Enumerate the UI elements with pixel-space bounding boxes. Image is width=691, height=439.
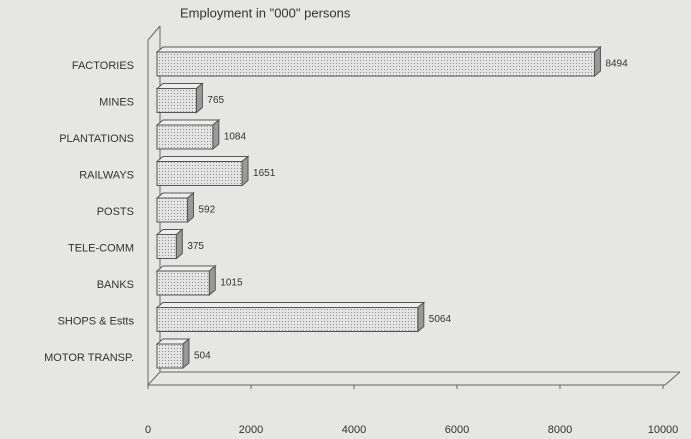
y-tick-label: RAILWAYS — [79, 169, 134, 181]
bar — [155, 118, 221, 151]
bar — [155, 82, 204, 114]
bar-top — [155, 83, 204, 89]
x-tick-label: 6000 — [445, 424, 469, 436]
x-tick-label: 2000 — [239, 424, 263, 436]
y-tick-label: MOTOR TRANSP. — [44, 352, 134, 364]
y-tick-label: POSTS — [97, 206, 134, 218]
value-label: 5064 — [429, 314, 452, 325]
value-label: 375 — [187, 241, 204, 252]
value-label: 1651 — [253, 168, 276, 179]
bar-front — [156, 343, 184, 369]
bar-side — [241, 155, 249, 187]
value-label: 765 — [207, 95, 224, 106]
x-tick-label: 8000 — [548, 424, 572, 436]
bar-top — [155, 119, 221, 126]
bar-side — [593, 45, 601, 78]
bar-side — [195, 82, 203, 114]
bar-top — [155, 46, 602, 53]
bar-front — [156, 234, 177, 259]
bar-side — [186, 191, 194, 224]
y-tick-label: SHOPS & Estts — [58, 315, 135, 327]
bar-top — [155, 302, 426, 308]
bar-front — [156, 88, 197, 113]
bar-top — [155, 156, 250, 162]
bar-side — [208, 264, 216, 297]
value-label: 504 — [194, 351, 211, 362]
bar-side — [417, 301, 425, 333]
bar-top — [155, 265, 217, 272]
value-label: 1084 — [224, 132, 247, 143]
bar-front — [156, 270, 210, 296]
y-tick-label: PLANTATIONS — [59, 133, 134, 145]
value-label: 1015 — [220, 278, 243, 289]
bar-front — [156, 161, 243, 186]
bar-front — [156, 197, 188, 223]
bar-side — [212, 118, 220, 151]
bar — [155, 337, 191, 370]
bar — [155, 301, 426, 333]
bar-side — [175, 228, 183, 260]
bar — [155, 264, 217, 297]
y-tick-label: TELE-COMM — [68, 242, 134, 254]
x-tick-label: 0 — [145, 424, 151, 436]
bar — [155, 45, 602, 78]
bar-front — [156, 307, 419, 332]
y-tick-label: MINES — [99, 96, 134, 108]
bar-front — [156, 124, 214, 150]
x-tick-label: 10000 — [648, 424, 679, 436]
bar — [155, 191, 195, 224]
bar — [155, 228, 184, 260]
value-label: 8494 — [605, 59, 628, 70]
bar-front — [156, 51, 595, 77]
value-label: 592 — [198, 205, 215, 216]
y-tick-label: BANKS — [97, 279, 134, 291]
bar-side — [182, 337, 190, 370]
y-tick-label: FACTORIES — [72, 60, 134, 72]
bar — [155, 155, 250, 187]
chart-title: Employment in "000" persons — [180, 5, 351, 20]
x-tick-label: 4000 — [342, 424, 366, 436]
